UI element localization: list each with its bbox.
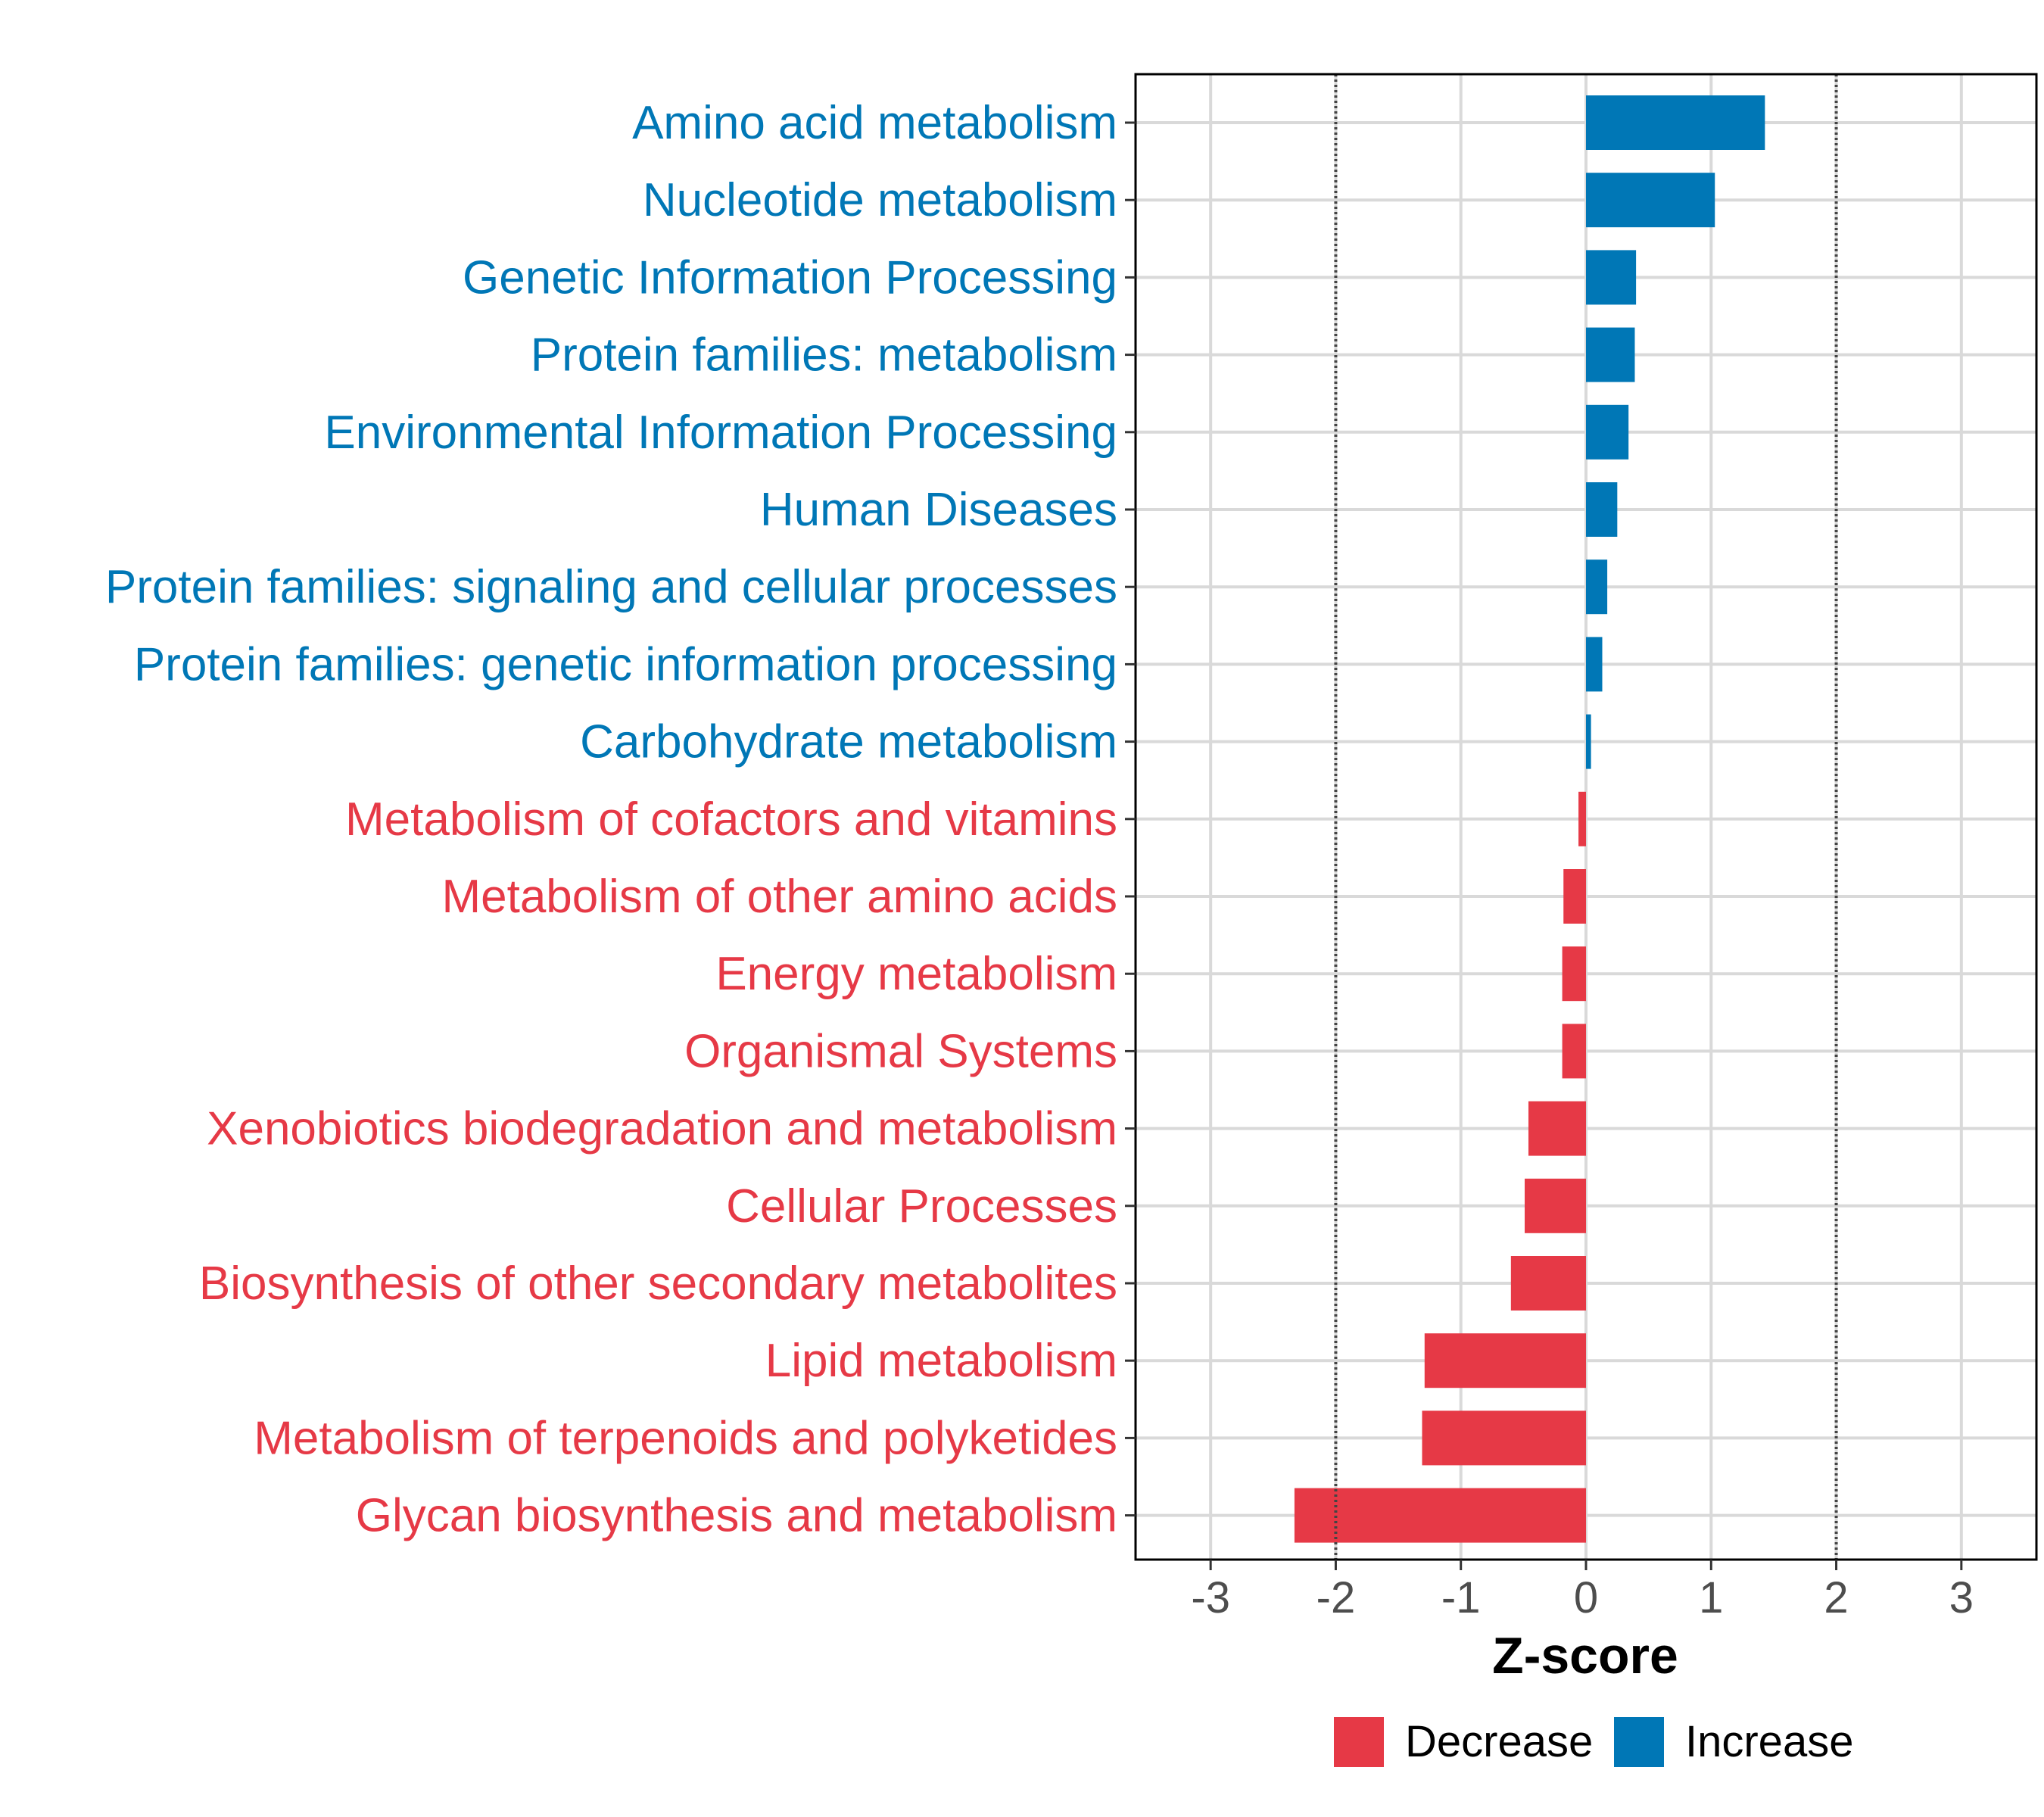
category-label: Lipid metabolism — [765, 1335, 1117, 1387]
x-tick-label: 1 — [1699, 1573, 1723, 1622]
bar — [1562, 946, 1586, 1002]
bar — [1586, 250, 1637, 305]
category-label: Protein families: metabolism — [531, 329, 1117, 382]
category-label: Cellular Processes — [726, 1180, 1117, 1233]
category-label: Metabolism of cofactors and vitamins — [345, 793, 1117, 846]
bar — [1510, 1256, 1586, 1311]
bar — [1586, 95, 1765, 150]
x-tick-label: -1 — [1441, 1573, 1481, 1622]
bar — [1294, 1488, 1586, 1543]
category-label: Human Diseases — [760, 484, 1117, 536]
bar — [1586, 482, 1618, 537]
category-label: Metabolism of terpenoids and polyketides — [254, 1412, 1117, 1464]
category-label: Xenobiotics biodegradation and metabolis… — [207, 1103, 1117, 1155]
bar — [1422, 1410, 1586, 1466]
x-tick-label: -2 — [1316, 1573, 1356, 1622]
category-label: Energy metabolism — [715, 948, 1117, 1000]
category-label: Organismal Systems — [684, 1025, 1117, 1077]
bar — [1424, 1333, 1586, 1388]
bar — [1586, 173, 1715, 228]
category-label: Protein families: signaling and cellular… — [105, 561, 1117, 613]
category-label: Environmental Information Processing — [324, 407, 1117, 459]
category-label: Nucleotide metabolism — [643, 174, 1117, 226]
category-label: Glycan biosynthesis and metabolism — [356, 1490, 1117, 1542]
category-label: Biosynthesis of other secondary metaboli… — [199, 1258, 1117, 1310]
bar — [1528, 1101, 1586, 1156]
legend-label: Decrease — [1405, 1717, 1593, 1766]
reference-lines — [1334, 74, 1838, 1560]
bar — [1586, 404, 1629, 460]
x-tick-label: 2 — [1824, 1573, 1848, 1622]
bar — [1586, 559, 1608, 615]
category-label: Amino acid metabolism — [632, 97, 1117, 149]
bar — [1563, 869, 1586, 924]
x-tick-label: 3 — [1949, 1573, 1974, 1622]
legend-swatch — [1334, 1717, 1384, 1767]
bar — [1586, 637, 1603, 692]
bar — [1525, 1178, 1586, 1233]
legend-label: Increase — [1685, 1717, 1853, 1766]
bar — [1562, 1024, 1586, 1079]
legend-swatch — [1614, 1717, 1664, 1767]
bar — [1586, 327, 1635, 382]
x-axis: -3 -2 -1 0 1 2 3 — [1191, 1560, 1974, 1622]
legend: Decrease Increase — [1334, 1717, 1853, 1767]
bar — [1586, 714, 1591, 769]
bar — [1578, 791, 1586, 846]
category-label: Carbohydrate metabolism — [580, 716, 1117, 768]
y-axis: Amino acid metabolism Nucleotide metaboli… — [105, 97, 1136, 1542]
category-label: Genetic Information Processing — [463, 251, 1117, 304]
x-tick-label: -3 — [1191, 1573, 1230, 1622]
bars — [1294, 95, 1765, 1543]
category-label: Protein families: genetic information pr… — [134, 638, 1117, 690]
category-label: Metabolism of other amino acids — [441, 871, 1117, 923]
x-tick-label: 0 — [1574, 1573, 1598, 1622]
x-axis-title: Z-score — [1492, 1627, 1678, 1685]
